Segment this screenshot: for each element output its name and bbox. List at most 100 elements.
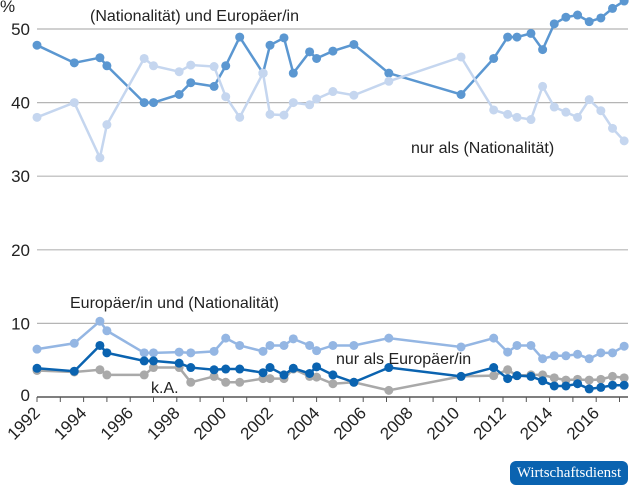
data-point — [312, 94, 322, 104]
y-tick-label: 50 — [11, 20, 30, 39]
data-point — [221, 377, 231, 387]
data-point — [619, 373, 629, 383]
data-point — [209, 346, 219, 356]
x-tick-label: 2004 — [283, 403, 323, 443]
data-point — [312, 362, 322, 372]
data-point — [174, 347, 184, 357]
data-point — [102, 61, 112, 71]
x-tick-label: 1992 — [4, 403, 44, 443]
data-point — [209, 371, 219, 381]
data-point — [221, 333, 231, 343]
data-point — [265, 109, 275, 119]
data-point — [619, 0, 629, 6]
data-point — [526, 115, 536, 125]
x-tick-label: 2002 — [237, 403, 277, 443]
data-point — [149, 98, 158, 108]
x-tick-label: 1994 — [50, 403, 90, 443]
data-point — [174, 90, 184, 100]
data-point — [584, 17, 594, 27]
data-point — [456, 371, 466, 381]
data-point — [512, 371, 522, 381]
data-point — [265, 40, 275, 50]
data-point — [584, 375, 594, 385]
data-point — [561, 351, 571, 361]
data-point — [538, 376, 548, 386]
data-point — [538, 354, 548, 364]
y-tick-label: 20 — [11, 241, 30, 260]
data-point — [549, 19, 559, 29]
data-point — [95, 53, 105, 63]
data-point — [608, 348, 618, 358]
data-point — [503, 347, 513, 357]
data-point — [174, 67, 184, 77]
data-point — [69, 58, 79, 68]
data-point — [561, 12, 571, 22]
data-point — [69, 366, 79, 376]
x-tick-label: 2008 — [376, 403, 416, 443]
data-point — [384, 68, 394, 78]
data-point — [288, 98, 298, 108]
data-point — [596, 106, 606, 116]
data-point — [149, 363, 158, 373]
data-point — [584, 95, 594, 105]
data-point — [549, 373, 559, 383]
data-point — [573, 112, 583, 122]
data-point — [349, 340, 359, 350]
data-point — [512, 340, 522, 350]
data-point — [538, 81, 548, 91]
data-point — [596, 13, 606, 23]
data-point — [328, 340, 338, 350]
data-point — [549, 102, 559, 112]
series-label-nationality-and-european: (Nationalität) und Europäer/in — [90, 8, 299, 25]
y-axis-unit: % — [0, 0, 15, 16]
data-point — [102, 326, 112, 336]
data-point — [209, 81, 219, 91]
data-point — [526, 28, 536, 38]
data-point — [258, 68, 268, 78]
data-point — [102, 370, 112, 380]
data-point — [139, 348, 149, 358]
x-tick-label: 1998 — [143, 403, 183, 443]
data-point — [596, 348, 606, 358]
data-point — [619, 136, 629, 146]
data-point — [312, 346, 322, 356]
data-point — [95, 316, 105, 326]
data-point — [608, 3, 618, 13]
data-point — [561, 381, 571, 391]
data-point — [349, 90, 359, 100]
series-label-no-answer: k.A. — [151, 380, 179, 397]
data-point — [512, 112, 522, 122]
data-point — [265, 363, 275, 373]
data-point — [102, 348, 112, 358]
data-point — [608, 371, 618, 381]
data-point — [619, 341, 629, 351]
data-point — [312, 372, 322, 382]
data-point — [549, 381, 559, 391]
data-point — [186, 60, 196, 70]
y-tick-label: 10 — [11, 314, 30, 333]
data-point — [139, 356, 149, 366]
series-label-only-european: nur als Europäer/in — [336, 351, 471, 368]
data-point — [328, 87, 338, 97]
data-point — [456, 342, 466, 352]
data-point — [503, 365, 513, 375]
data-point — [186, 363, 196, 373]
data-point — [305, 100, 315, 110]
data-point — [312, 53, 322, 63]
data-point — [503, 109, 513, 119]
data-point — [349, 39, 359, 49]
x-tick-label: 2000 — [190, 403, 230, 443]
data-point — [279, 33, 289, 43]
data-point — [186, 348, 196, 358]
data-point — [209, 365, 219, 375]
data-point — [265, 340, 275, 350]
data-point — [328, 379, 338, 389]
y-tick-label: 30 — [11, 167, 30, 186]
data-point — [149, 356, 158, 366]
data-point — [288, 68, 298, 78]
data-point — [584, 354, 594, 364]
data-point — [456, 52, 466, 62]
data-point — [489, 105, 499, 115]
data-point — [549, 351, 559, 361]
